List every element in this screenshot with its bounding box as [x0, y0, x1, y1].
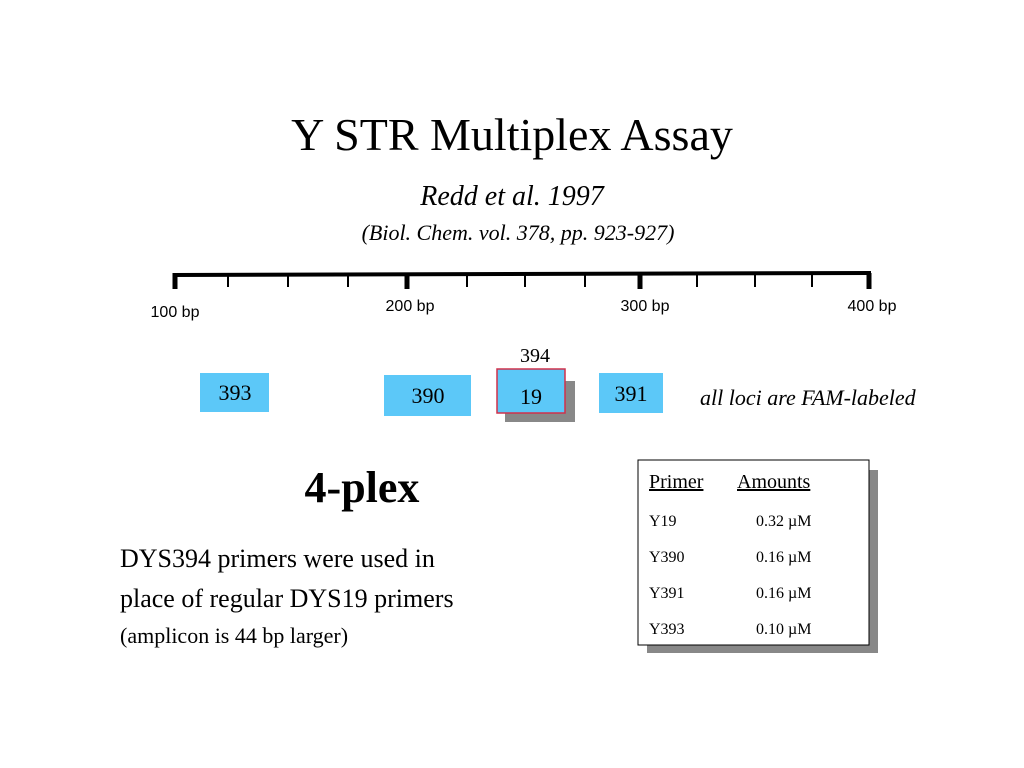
table-cell: 0.32 µM — [756, 513, 811, 530]
table-cell: Y393 — [649, 621, 685, 638]
locus-label: 390 — [412, 383, 445, 408]
ruler-label: 200 bp — [386, 298, 435, 315]
table-cell: Y390 — [649, 549, 685, 566]
subtitle: Redd et al. 1997 — [419, 181, 605, 212]
locus-label: 19 — [520, 384, 542, 409]
body-line: DYS394 primers were used in — [120, 544, 435, 573]
ruler-line — [172, 271, 872, 277]
table-cell: 0.10 µM — [756, 621, 811, 638]
table-cell: Y391 — [649, 585, 685, 602]
ruler — [172, 271, 872, 289]
locus-label: 391 — [615, 381, 648, 406]
locus-label: 393 — [219, 380, 252, 405]
table-cell: 0.16 µM — [756, 549, 811, 566]
ruler-label: 100 bp — [151, 304, 200, 321]
table-header: Amounts — [737, 471, 811, 493]
locus-box — [599, 373, 663, 413]
table-box — [637, 459, 870, 646]
locus-box — [496, 368, 566, 414]
heading: 4-plex — [305, 463, 420, 512]
table-header: Primer — [649, 471, 704, 493]
annotation: all loci are FAM-labeled — [700, 385, 917, 410]
locus-box — [384, 375, 471, 416]
title: Y STR Multiplex Assay — [291, 109, 733, 160]
citation: (Biol. Chem. vol. 378, pp. 923-927) — [362, 220, 675, 245]
body-line: place of regular DYS19 primers — [120, 584, 454, 613]
table-cell: 0.16 µM — [756, 585, 811, 602]
locus-box — [200, 373, 269, 412]
table-cell: Y19 — [649, 513, 677, 530]
ruler-label: 400 bp — [848, 298, 897, 315]
locus-alt-label: 394 — [520, 345, 550, 367]
ruler-label: 300 bp — [621, 298, 670, 315]
body-note: (amplicon is 44 bp larger) — [120, 623, 348, 648]
